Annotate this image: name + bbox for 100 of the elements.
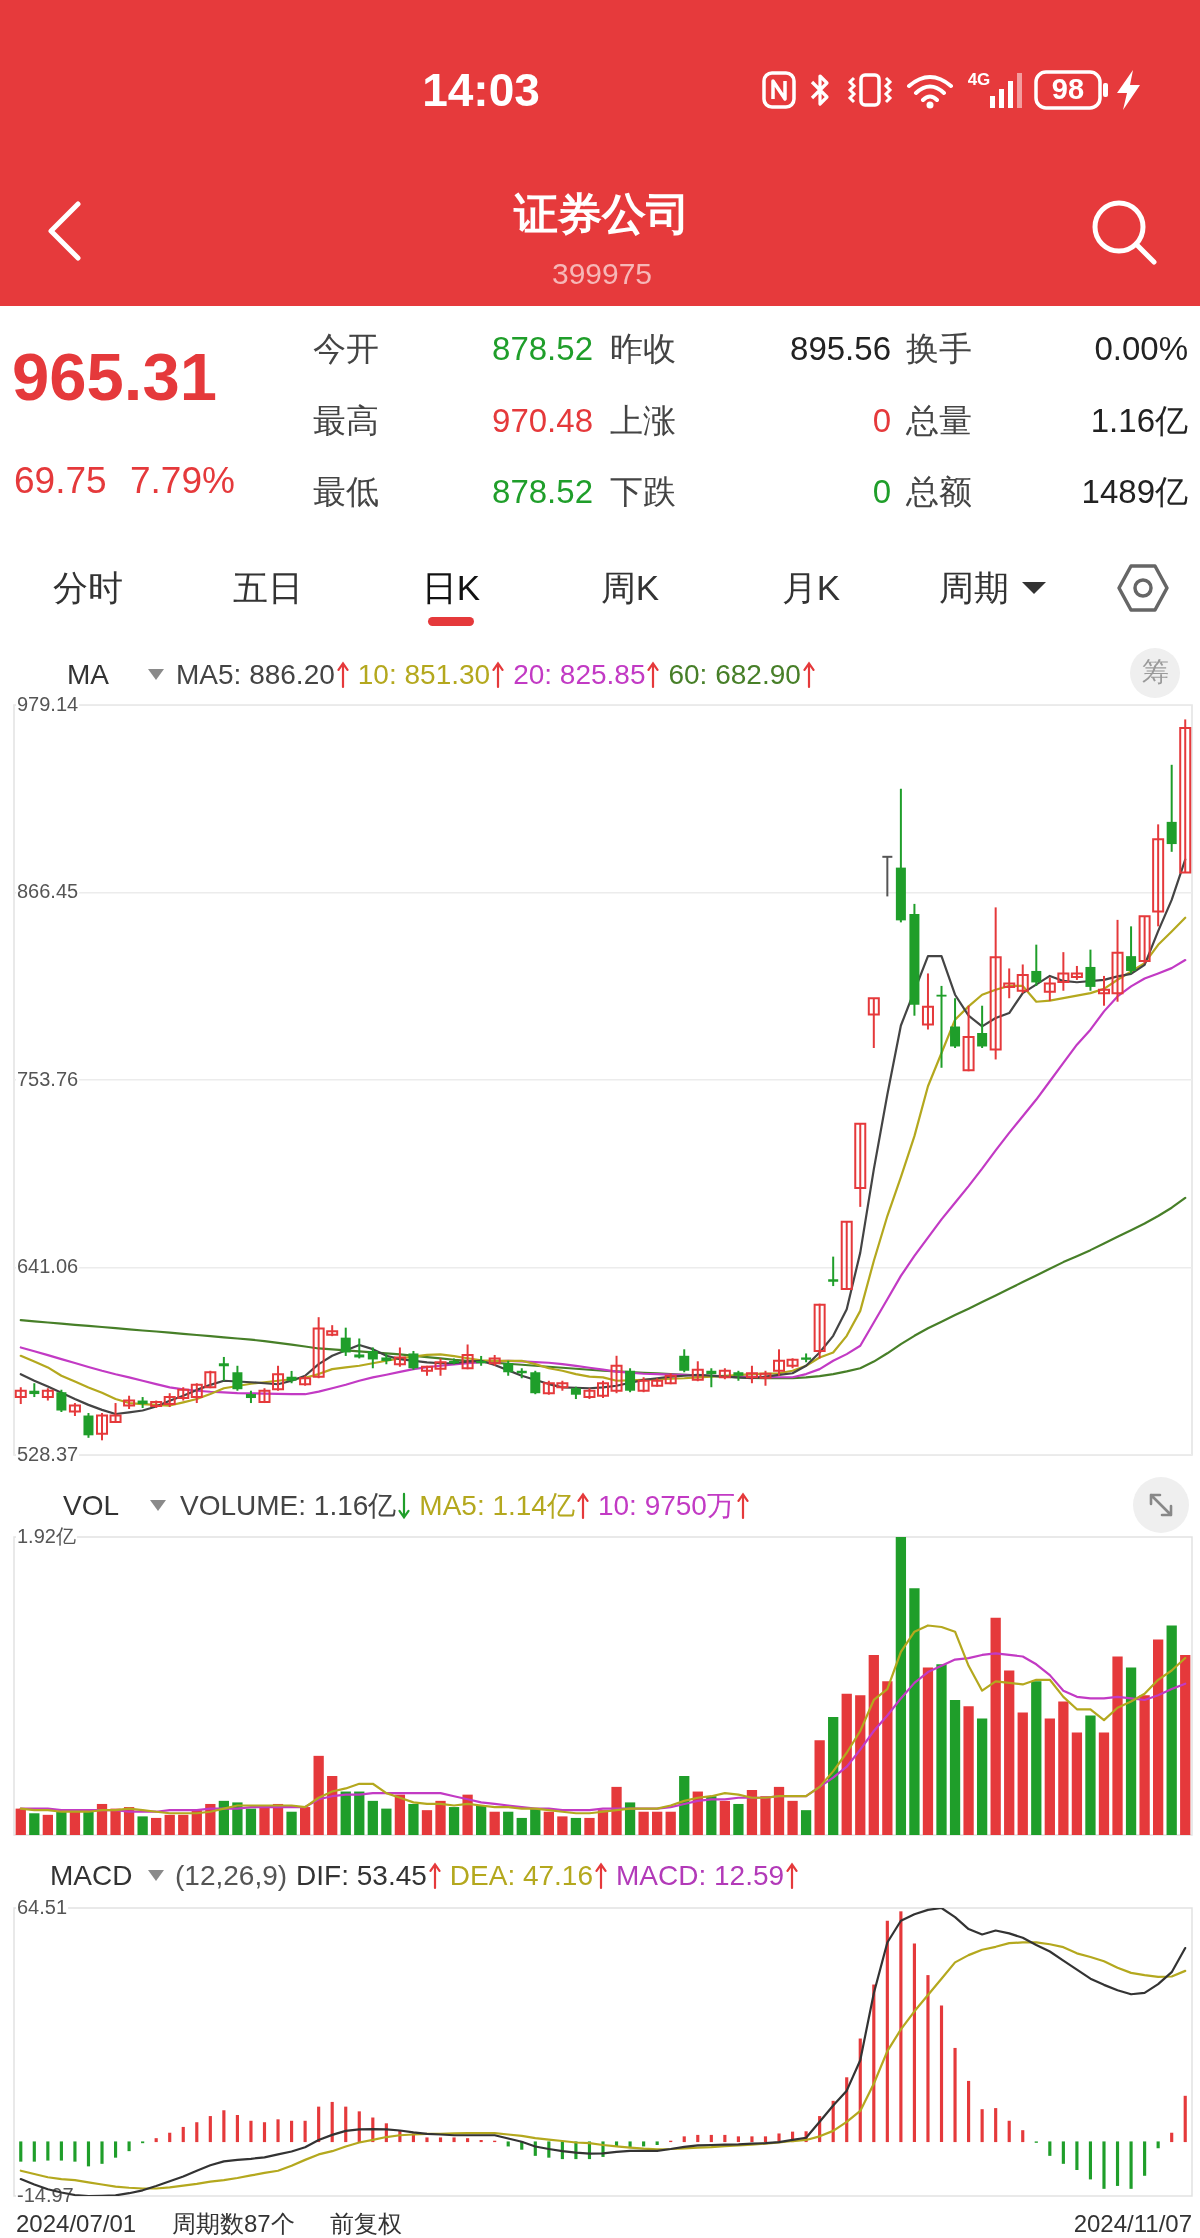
bar <box>222 2110 226 2143</box>
candlestick <box>1152 823 1165 928</box>
text: 日K <box>421 567 481 609</box>
candlestick <box>679 1348 690 1374</box>
bar <box>642 2141 646 2147</box>
bar <box>408 1803 419 1835</box>
text: 0.00% <box>1094 330 1188 368</box>
candlestick <box>1031 943 1042 987</box>
bar <box>438 2137 443 2143</box>
bar <box>828 1717 839 1835</box>
bar <box>912 1943 917 2143</box>
text: 965.31 <box>12 338 217 416</box>
bar <box>773 1786 785 1835</box>
bar <box>1075 2141 1079 2170</box>
bar <box>86 2141 91 2167</box>
text: 最低 <box>313 473 379 511</box>
bar <box>733 1803 744 1835</box>
text: 7.79% <box>130 459 235 503</box>
candlestick <box>1179 718 1192 874</box>
candlestick <box>232 1364 243 1392</box>
bar <box>1143 2141 1147 2176</box>
bar <box>137 1816 148 1835</box>
bar <box>922 1667 934 1835</box>
text: 分时 <box>53 567 123 609</box>
bar <box>1112 1656 1123 1835</box>
bar <box>276 2119 280 2143</box>
bar <box>682 2136 686 2143</box>
bar <box>127 2141 131 2152</box>
text: 今开 <box>313 330 379 368</box>
bar <box>56 1811 67 1835</box>
text: DEA: 47.16 <box>449 1859 594 1893</box>
bar <box>976 1718 988 1835</box>
text: 总额 <box>906 473 972 511</box>
text: 2024/07/01 <box>16 2210 137 2238</box>
bar <box>1180 1654 1191 1835</box>
bar <box>746 1789 758 1835</box>
bar <box>994 2108 998 2143</box>
bar <box>208 2116 212 2143</box>
bar <box>936 1664 947 1835</box>
candlestick <box>936 984 947 1069</box>
candlestick <box>977 1004 988 1049</box>
bar <box>967 2080 971 2143</box>
bar <box>1048 2141 1052 2156</box>
bar <box>259 1807 270 1835</box>
bar <box>638 1811 649 1835</box>
bar <box>1153 1639 1164 1835</box>
text: 14:03 <box>422 63 540 117</box>
candlestick <box>367 1346 378 1370</box>
bar <box>235 2114 239 2143</box>
bar <box>19 2141 23 2162</box>
candlestick <box>56 1388 67 1414</box>
candlestick <box>393 1346 406 1368</box>
bar <box>452 2137 456 2143</box>
bar <box>949 1699 961 1835</box>
bar <box>1139 1695 1150 1835</box>
bar <box>855 1695 866 1835</box>
text: 878.52 <box>492 330 593 368</box>
candlestick <box>840 1220 853 1291</box>
bar <box>100 2141 104 2164</box>
bar <box>475 1805 487 1835</box>
bar <box>557 1816 568 1835</box>
bar <box>1021 2130 1025 2143</box>
candlestick <box>461 1343 474 1371</box>
bar <box>168 2132 172 2143</box>
bar <box>367 1800 378 1835</box>
bar <box>110 1808 121 1835</box>
bar <box>249 2120 253 2143</box>
bar <box>841 1693 852 1835</box>
bar <box>584 1817 595 1835</box>
bar <box>709 2134 713 2143</box>
bar <box>15 1808 26 1835</box>
text: MA5: 1.14亿 <box>419 1489 575 1523</box>
text: 0 <box>872 402 891 440</box>
text: MA5: 886.20 <box>176 658 335 692</box>
text: VOLUME: 1.16亿 <box>180 1489 397 1523</box>
bar <box>763 2136 768 2143</box>
bar <box>42 1814 53 1835</box>
text: 五日 <box>233 567 303 609</box>
bar <box>1058 1701 1069 1835</box>
text: MACD: 12.59 <box>616 1859 785 1893</box>
bar <box>448 1807 460 1835</box>
bar <box>421 1810 433 1835</box>
candlestick <box>691 1360 704 1383</box>
candlestick <box>530 1369 541 1396</box>
text: 1489亿 <box>1081 473 1188 511</box>
bar <box>926 1975 930 2143</box>
bar <box>466 2138 470 2143</box>
bar <box>963 1706 974 1835</box>
text: 10: 851.30 <box>357 658 491 692</box>
candlestick <box>854 1122 867 1208</box>
text: 970.48 <box>492 402 593 440</box>
candlestick <box>828 1255 839 1288</box>
candlestick <box>1085 948 1096 992</box>
candlestick <box>1111 918 1124 1003</box>
bar <box>29 1813 40 1835</box>
bar <box>953 2047 957 2143</box>
bar <box>1115 2141 1120 2186</box>
text: 上涨 <box>610 402 676 440</box>
bar <box>652 1811 663 1835</box>
bar <box>354 1791 365 1835</box>
